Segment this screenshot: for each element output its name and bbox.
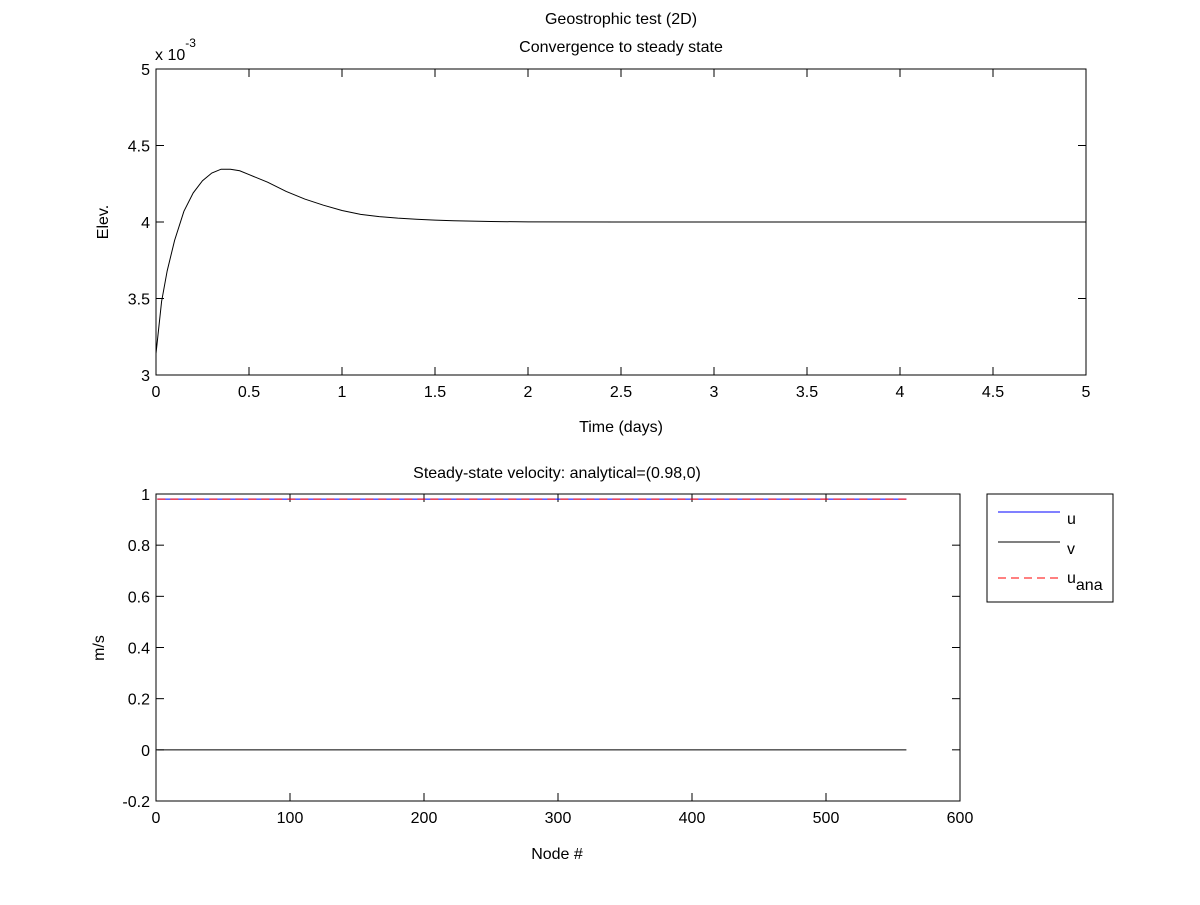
velocity-xtick-label: 500 [813, 810, 840, 827]
elevation-series-0-line [155, 168, 1086, 354]
chart-bottom-xlabel: Node # [531, 846, 583, 863]
velocity-ytick-label: -0.2 [122, 794, 150, 811]
velocity-ytick-label: 0 [141, 743, 150, 760]
chart-bottom-title: Steady-state velocity: analytical=(0.98,… [413, 465, 701, 482]
chart-top-title-line-2: Convergence to steady state [519, 39, 723, 56]
elevation-xtick-label: 3.5 [796, 384, 818, 401]
velocity-ytick-label: 0.4 [128, 641, 150, 658]
elevation-ytick-label: 3 [141, 368, 150, 385]
elevation-xtick-label: 1 [338, 384, 347, 401]
velocity-ytick-label: 0.6 [128, 589, 150, 606]
velocity-axes-box [155, 493, 961, 802]
elevation-xtick-label: 0.5 [238, 384, 260, 401]
legend-label-v: v [1067, 541, 1075, 558]
velocity-xtick-label: 400 [679, 810, 706, 827]
velocity-xtick-label: 300 [545, 810, 572, 827]
velocity-xtick-label: 600 [947, 810, 974, 827]
elevation-plot-area: 0 0.5 1 1.5 2 2.5 3 3.5 4 4.5 5 3 3.5 4 4.5 5 [128, 62, 1091, 401]
velocity-xtick-label: 0 [152, 810, 161, 827]
elevation-ytick-label: 4.5 [128, 139, 150, 156]
elevation-xtick-label: 0 [152, 384, 161, 401]
velocity-chart: Steady-state velocity: analytical=(0.98,… [91, 465, 1114, 863]
velocity-xtick-label: 200 [411, 810, 438, 827]
elevation-xtick-label: 5 [1082, 384, 1091, 401]
elevation-xtick-label: 2.5 [610, 384, 632, 401]
legend-label-u: u [1067, 511, 1076, 528]
legend: u v uana [986, 493, 1114, 603]
elevation-chart: Geostrophic test (2D) Convergence to ste… [95, 11, 1091, 436]
velocity-ytick-label: 0.8 [128, 538, 150, 555]
velocity-ytick-label: 1 [141, 487, 150, 504]
elevation-ytick-label: 5 [141, 62, 150, 79]
chart-top-ylabel: Elev. [95, 205, 112, 239]
elevation-ytick-label: 3.5 [128, 292, 150, 309]
elevation-xtick-label: 1.5 [424, 384, 446, 401]
elevation-xtick-label: 3 [710, 384, 719, 401]
chart-bottom-ylabel: m/s [91, 635, 108, 661]
velocity-plot-area: 0 100 200 300 400 500 600-0.200.20.40.60.81 [122, 487, 973, 827]
legend-label-u-ana: uana [1067, 570, 1103, 594]
elevation-ytick-label: 4 [141, 215, 150, 232]
velocity-ytick-label: 0.2 [128, 692, 150, 709]
elevation-xtick-label: 4 [896, 384, 905, 401]
elevation-xtick-label: 4.5 [982, 384, 1004, 401]
chart-top-title-line-1: Geostrophic test (2D) [545, 11, 697, 28]
elevation-xtick-label: 2 [524, 384, 533, 401]
y-exponent-label: x 10-3 [155, 36, 196, 64]
velocity-xtick-label: 100 [277, 810, 304, 827]
chart-top-xlabel: Time (days) [579, 419, 663, 436]
